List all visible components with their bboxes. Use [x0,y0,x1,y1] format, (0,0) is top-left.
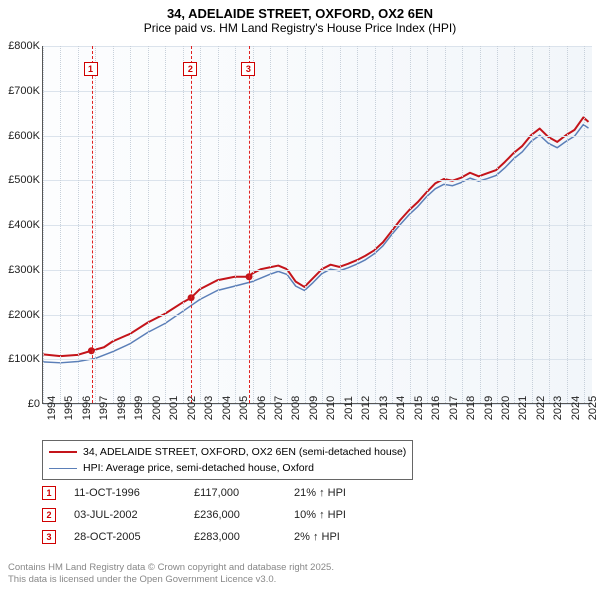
x-axis-label: 2020 [500,396,512,420]
legend-swatch [49,468,77,469]
legend-label: HPI: Average price, semi-detached house,… [83,460,314,476]
x-axis-label: 1997 [98,396,110,420]
x-axis-label: 2007 [273,396,285,420]
tx-price: £117,000 [194,487,294,499]
x-axis-label: 2011 [343,396,355,420]
x-axis-label: 2003 [203,396,215,420]
table-row: 2 03-JUL-2002 £236,000 10% ↑ HPI [42,504,404,526]
x-axis-label: 1998 [116,396,128,420]
y-axis-label: £700K [8,85,40,97]
x-axis-label: 2008 [290,396,302,420]
x-axis-label: 2019 [483,396,495,420]
title-sub: Price paid vs. HM Land Registry's House … [0,21,600,35]
x-axis-label: 2023 [552,396,564,420]
x-axis-label: 2006 [256,396,268,420]
legend-swatch [49,451,77,453]
y-axis-label: £300K [8,264,40,276]
x-axis-label: 1995 [63,396,75,420]
x-axis-label: 2018 [465,396,477,420]
chart-marker-badge: 3 [241,62,255,76]
y-axis-label: £200K [8,309,40,321]
tx-price: £236,000 [194,509,294,521]
x-axis-label: 2005 [238,396,250,420]
marker-badge: 1 [42,486,56,500]
transactions-table: 1 11-OCT-1996 £117,000 21% ↑ HPI 2 03-JU… [42,482,404,548]
tx-price: £283,000 [194,531,294,543]
y-axis-label: £800K [8,40,40,52]
x-axis-label: 1994 [46,396,58,420]
x-axis-label: 1999 [133,396,145,420]
x-axis-label: 2002 [186,396,198,420]
x-axis-label: 2025 [587,396,599,420]
y-axis-label: £0 [28,398,40,410]
chart-container: 34, ADELAIDE STREET, OXFORD, OX2 6EN Pri… [0,0,600,590]
x-axis-label: 2021 [517,396,529,420]
footer-attribution: Contains HM Land Registry data © Crown c… [8,562,334,586]
y-axis-label: £500K [8,174,40,186]
x-axis-label: 2004 [221,396,233,420]
x-axis-label: 2001 [168,396,180,420]
legend-item: 34, ADELAIDE STREET, OXFORD, OX2 6EN (se… [49,444,406,460]
x-axis-label: 1996 [81,396,93,420]
x-axis-label: 2014 [395,396,407,420]
marker-badge: 2 [42,508,56,522]
footer-line: Contains HM Land Registry data © Crown c… [8,562,334,574]
title-block: 34, ADELAIDE STREET, OXFORD, OX2 6EN Pri… [0,0,600,37]
marker-badge: 3 [42,530,56,544]
legend: 34, ADELAIDE STREET, OXFORD, OX2 6EN (se… [42,440,413,480]
x-axis-label: 2016 [430,396,442,420]
x-axis-label: 2022 [535,396,547,420]
x-axis-label: 2000 [151,396,163,420]
x-axis-label: 2015 [413,396,425,420]
x-axis-label: 2024 [570,396,582,420]
y-axis-label: £100K [8,353,40,365]
legend-item: HPI: Average price, semi-detached house,… [49,460,406,476]
y-axis-label: £400K [8,219,40,231]
x-axis-label: 2010 [325,396,337,420]
x-axis-label: 2012 [360,396,372,420]
tx-delta: 21% ↑ HPI [294,487,404,499]
tx-delta: 2% ↑ HPI [294,531,404,543]
footer-line: This data is licensed under the Open Gov… [8,574,334,586]
x-axis-label: 2017 [448,396,460,420]
y-axis-label: £600K [8,130,40,142]
chart-marker-badge: 2 [183,62,197,76]
tx-date: 03-JUL-2002 [74,509,194,521]
table-row: 3 28-OCT-2005 £283,000 2% ↑ HPI [42,526,404,548]
x-axis-label: 2013 [378,396,390,420]
legend-label: 34, ADELAIDE STREET, OXFORD, OX2 6EN (se… [83,444,406,460]
tx-date: 11-OCT-1996 [74,487,194,499]
table-row: 1 11-OCT-1996 £117,000 21% ↑ HPI [42,482,404,504]
tx-delta: 10% ↑ HPI [294,509,404,521]
title-main: 34, ADELAIDE STREET, OXFORD, OX2 6EN [0,6,600,21]
tx-date: 28-OCT-2005 [74,531,194,543]
chart-marker-badge: 1 [84,62,98,76]
x-axis-label: 2009 [308,396,320,420]
chart-plot-area [42,46,592,404]
